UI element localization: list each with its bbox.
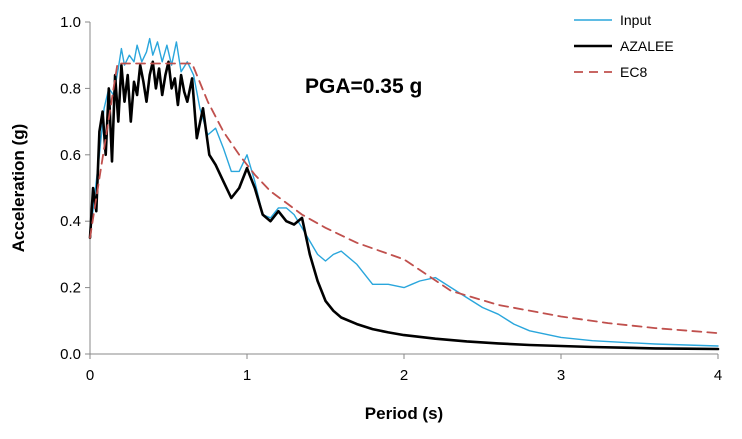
y-tick-label: 0.6 — [60, 147, 81, 164]
x-ticks: 0 1 2 3 4 — [86, 354, 722, 384]
legend-label-ec8: EC8 — [620, 64, 647, 80]
y-tick-label: 1.0 — [60, 14, 81, 31]
pga-annotation: PGA=0.35 g — [305, 75, 422, 98]
x-tick-label: 2 — [400, 367, 408, 384]
series-line-ec8 — [89, 62, 719, 335]
y-tick-label: 0.8 — [60, 80, 81, 97]
y-tick-label: 0.0 — [60, 346, 81, 363]
axes: 0.0 0.2 0.4 0.6 0.8 1.0 0 1 2 3 4 — [60, 14, 722, 384]
legend-label-input: Input — [620, 12, 651, 28]
x-tick-label: 1 — [243, 367, 251, 384]
series-line-input — [89, 37, 719, 347]
legend: Input AZALEE EC8 — [574, 12, 674, 80]
y-ticks: 0.0 0.2 0.4 0.6 0.8 1.0 — [60, 14, 90, 363]
x-tick-label: 4 — [714, 367, 722, 384]
x-axis-title: Period (s) — [365, 404, 443, 423]
x-tick-label: 0 — [86, 367, 94, 384]
x-tick-label: 3 — [557, 367, 565, 384]
y-axis-title: Acceleration (g) — [9, 124, 28, 252]
legend-label-azalee: AZALEE — [620, 38, 674, 54]
y-tick-label: 0.2 — [60, 280, 81, 297]
y-tick-label: 0.4 — [60, 213, 81, 230]
series-layer — [88, 37, 720, 351]
series-line-azalee — [88, 60, 720, 351]
